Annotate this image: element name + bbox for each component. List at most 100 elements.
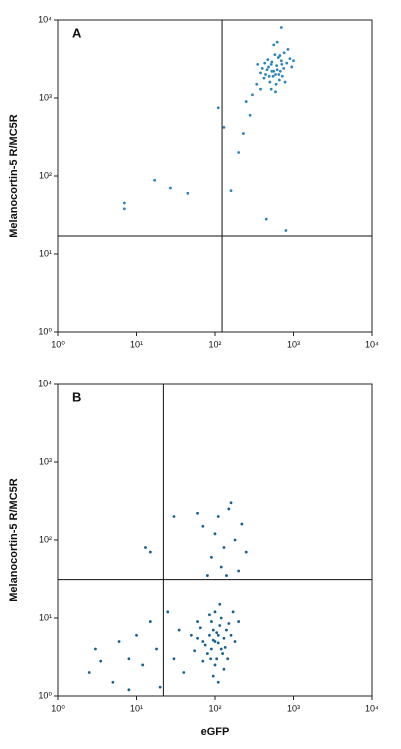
panel-label: B bbox=[72, 389, 81, 404]
data-point bbox=[219, 647, 223, 651]
data-point bbox=[269, 62, 273, 66]
data-point bbox=[210, 647, 213, 651]
data-point bbox=[205, 652, 209, 655]
data-point bbox=[223, 645, 227, 649]
data-point bbox=[111, 680, 115, 684]
data-point bbox=[211, 674, 215, 678]
data-point bbox=[244, 550, 248, 554]
data-point bbox=[216, 680, 220, 684]
data-point bbox=[218, 602, 222, 606]
data-point bbox=[273, 53, 277, 57]
data-point bbox=[208, 613, 211, 617]
data-point bbox=[279, 59, 283, 63]
data-point bbox=[269, 87, 273, 91]
y-tick-label: 10² bbox=[39, 534, 52, 544]
data-point bbox=[229, 501, 233, 505]
data-point bbox=[274, 82, 278, 86]
data-point bbox=[216, 515, 220, 518]
panel-label: A bbox=[72, 25, 82, 40]
x-tick-label: 10² bbox=[208, 703, 221, 713]
data-point bbox=[268, 80, 272, 84]
data-point bbox=[219, 616, 223, 620]
data-point bbox=[276, 56, 280, 59]
data-point bbox=[215, 631, 219, 634]
data-point bbox=[264, 73, 267, 76]
plot-frame bbox=[57, 383, 373, 697]
data-point bbox=[231, 610, 235, 614]
data-point bbox=[280, 74, 284, 78]
data-point bbox=[211, 638, 215, 642]
data-point bbox=[288, 57, 292, 60]
data-point bbox=[277, 73, 281, 76]
data-point bbox=[229, 189, 233, 192]
data-point bbox=[270, 60, 274, 64]
data-point bbox=[233, 640, 237, 643]
data-point bbox=[148, 550, 152, 554]
y-tick-label: 10² bbox=[39, 170, 52, 180]
data-point bbox=[213, 610, 217, 614]
data-point bbox=[189, 633, 193, 637]
y-tick-label: 10⁰ bbox=[38, 326, 52, 336]
data-point bbox=[208, 633, 211, 637]
data-point bbox=[285, 61, 289, 65]
data-point bbox=[266, 58, 270, 62]
data-point bbox=[283, 80, 287, 84]
data-point bbox=[263, 61, 267, 65]
x-tick-label: 10⁰ bbox=[51, 703, 65, 713]
data-point bbox=[216, 641, 220, 645]
data-point bbox=[227, 622, 231, 625]
data-point bbox=[177, 628, 181, 632]
data-point bbox=[144, 546, 147, 549]
data-point bbox=[168, 186, 172, 190]
data-point bbox=[193, 649, 197, 653]
data-point bbox=[172, 657, 176, 661]
data-point bbox=[186, 191, 190, 195]
x-tick-label: 10¹ bbox=[130, 703, 143, 713]
data-point bbox=[278, 69, 282, 73]
x-tick-label: 10⁴ bbox=[365, 703, 379, 713]
data-point bbox=[229, 633, 233, 637]
data-point bbox=[210, 620, 213, 623]
data-point bbox=[259, 87, 262, 91]
data-point bbox=[203, 643, 207, 647]
data-point bbox=[267, 65, 270, 69]
data-point bbox=[227, 507, 231, 511]
data-point bbox=[141, 663, 145, 667]
data-point bbox=[292, 59, 295, 63]
data-point bbox=[196, 620, 199, 623]
data-point bbox=[158, 685, 162, 689]
data-point bbox=[262, 76, 266, 80]
data-point bbox=[219, 565, 223, 569]
data-point bbox=[213, 663, 217, 667]
data-point bbox=[99, 659, 103, 663]
data-point bbox=[226, 657, 230, 661]
data-point bbox=[122, 207, 126, 211]
data-point bbox=[196, 511, 199, 515]
data-point bbox=[216, 633, 220, 637]
data-point bbox=[201, 640, 205, 643]
x-tick-label: 10³ bbox=[287, 339, 300, 349]
data-point bbox=[148, 620, 152, 623]
y-tick-label: 10⁴ bbox=[38, 378, 52, 388]
data-point bbox=[222, 546, 226, 549]
data-point bbox=[94, 647, 97, 651]
data-point bbox=[237, 569, 241, 573]
x-axis-label: eGFP bbox=[201, 726, 230, 738]
data-point bbox=[264, 217, 268, 221]
data-point bbox=[209, 657, 213, 661]
data-point bbox=[248, 113, 252, 117]
data-point bbox=[172, 515, 176, 518]
data-point bbox=[117, 640, 121, 643]
x-tick-label: 10¹ bbox=[130, 339, 143, 349]
data-point bbox=[244, 100, 248, 103]
data-point bbox=[282, 66, 286, 70]
data-point bbox=[205, 574, 209, 577]
data-point bbox=[155, 647, 158, 651]
data-point bbox=[282, 51, 286, 55]
plot-frame bbox=[57, 19, 373, 333]
data-point bbox=[237, 620, 241, 623]
data-point bbox=[290, 65, 294, 69]
data-point bbox=[271, 74, 275, 78]
y-tick-label: 10³ bbox=[39, 456, 52, 466]
data-point bbox=[201, 524, 205, 528]
